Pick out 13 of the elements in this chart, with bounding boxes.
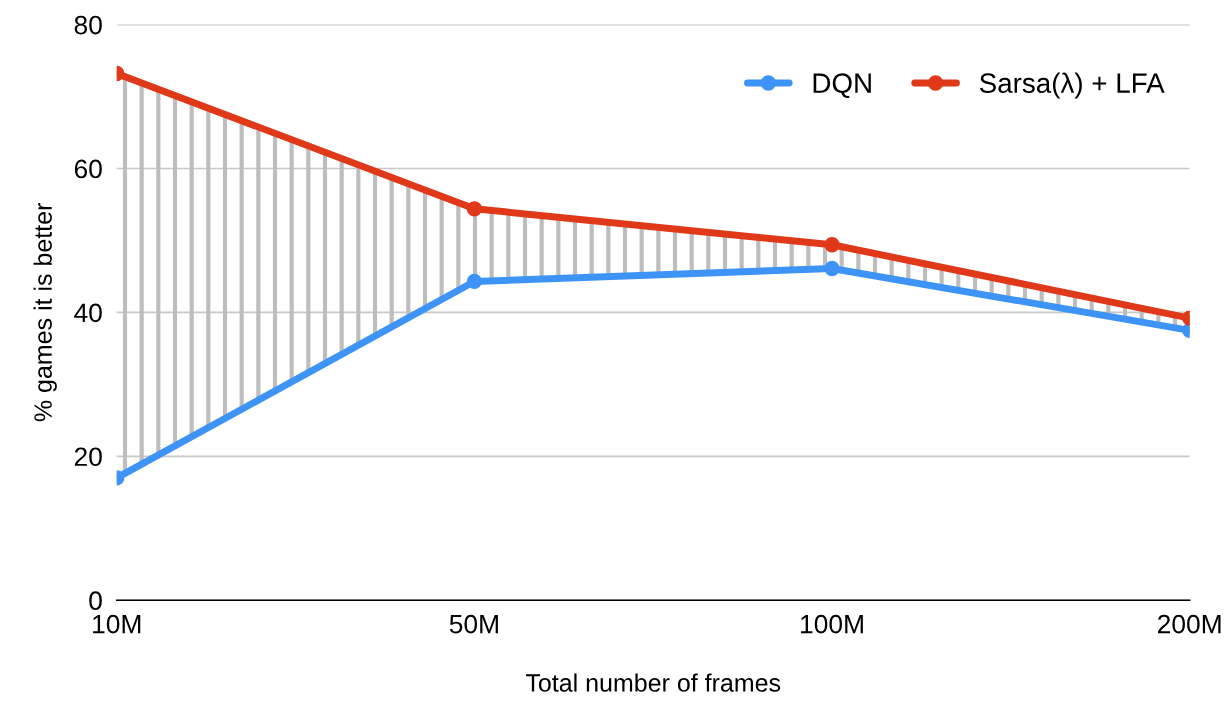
y-tick-label: 40 bbox=[74, 303, 102, 323]
x-tick-label: 50M bbox=[449, 614, 498, 634]
x-tick-label: 200M bbox=[1158, 614, 1221, 634]
y-tick-label: 60 bbox=[74, 159, 102, 179]
y-tick-label: 20 bbox=[74, 447, 102, 467]
x-tick-label: 100M bbox=[801, 614, 863, 634]
y-tick-label: 0 bbox=[89, 591, 102, 611]
y-tick-label: 80 bbox=[74, 15, 102, 35]
y-axis-title: % games it is better bbox=[33, 203, 57, 422]
legend-label: Sarsa(λ) + LFA bbox=[979, 72, 1165, 99]
legend-label: DQN bbox=[813, 73, 871, 98]
x-tick-label: 10M bbox=[93, 614, 141, 634]
x-axis-title: Total number of frames bbox=[525, 673, 781, 692]
